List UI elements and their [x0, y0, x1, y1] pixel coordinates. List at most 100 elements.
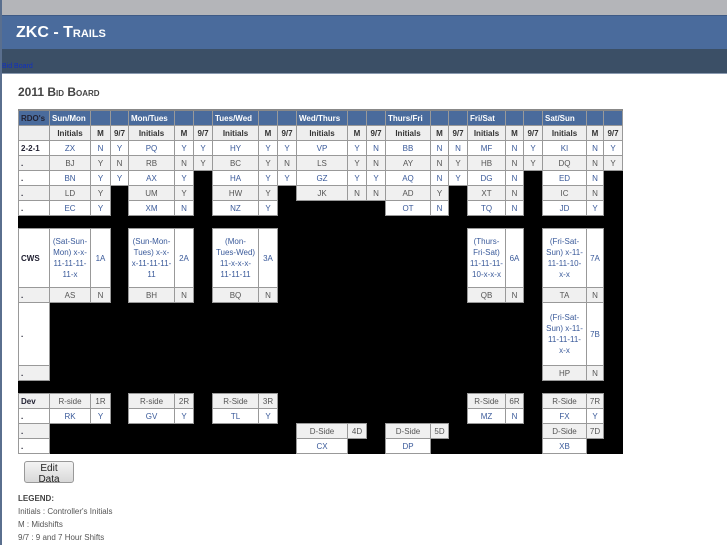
- legend: LEGEND: Initials : Controller's Initials…: [18, 492, 112, 544]
- empty-cell: [193, 423, 213, 439]
- table-row: . AS N BH N BQ N QB N TA N: [18, 287, 623, 303]
- empty-cell: [277, 302, 297, 366]
- empty-cell: [277, 423, 297, 439]
- legend-item: M : Midshifts: [18, 520, 63, 529]
- empty-cell: [174, 380, 194, 394]
- cell: Y: [366, 170, 386, 186]
- empty-cell: [347, 365, 367, 381]
- row-label: [18, 125, 50, 141]
- cell: N: [586, 155, 604, 171]
- empty-cell: [448, 380, 468, 394]
- empty-cell: [110, 200, 129, 216]
- empty-cell: [296, 287, 348, 303]
- empty-cell: [603, 393, 623, 409]
- cell: M: [90, 125, 111, 141]
- row-label: .: [18, 170, 50, 186]
- empty-cell: [90, 423, 111, 439]
- empty-cell: [90, 302, 111, 366]
- empty-cell: [49, 423, 91, 439]
- cell: RK: [49, 408, 91, 424]
- table-row: . LD Y UM Y HW Y JK N N AD Y XT N IC N: [18, 185, 623, 201]
- cell: Y: [110, 140, 129, 156]
- empty-cell: [296, 380, 348, 394]
- cell: DP: [385, 438, 431, 454]
- empty-cell: [467, 438, 506, 454]
- empty-cell: [174, 423, 194, 439]
- cell: 2A: [174, 228, 194, 288]
- cell: Wed/Thurs: [296, 109, 348, 126]
- empty-cell: [523, 200, 543, 216]
- empty-cell: [385, 365, 431, 381]
- cell: N: [366, 155, 386, 171]
- cell: XB: [542, 438, 587, 454]
- cell: N: [505, 200, 524, 216]
- empty-cell: [296, 408, 348, 424]
- cell: N: [505, 185, 524, 201]
- empty-cell: [174, 215, 194, 229]
- row-label: .: [18, 438, 50, 454]
- empty-cell: [448, 438, 468, 454]
- empty-cell: [366, 393, 386, 409]
- empty-cell: [523, 423, 543, 439]
- empty-cell: [448, 200, 468, 216]
- empty-cell: [174, 302, 194, 366]
- cell: KI: [542, 140, 587, 156]
- empty-cell: [128, 365, 175, 381]
- cell: 6R: [505, 393, 524, 409]
- empty-cell: [430, 365, 449, 381]
- empty-cell: [193, 287, 213, 303]
- cell: LS: [296, 155, 348, 171]
- cell: 1R: [90, 393, 111, 409]
- edit-data-button[interactable]: Edit Data: [24, 461, 74, 485]
- cell: D-Side: [542, 423, 587, 439]
- cell: HB: [467, 155, 506, 171]
- cell: AD: [385, 185, 431, 201]
- cell: VP: [296, 140, 348, 156]
- cell: Y: [523, 140, 543, 156]
- empty-cell: [128, 302, 175, 366]
- cell: PQ: [128, 140, 175, 156]
- cell: 1A: [90, 228, 111, 288]
- cell: 9/7: [277, 125, 297, 141]
- row-label: 2-2-1: [18, 140, 50, 156]
- empty-cell: [296, 365, 348, 381]
- empty-cell: [110, 228, 129, 288]
- empty-cell: [430, 287, 449, 303]
- empty-cell: [49, 365, 91, 381]
- empty-cell: [128, 438, 175, 454]
- empty-cell: [366, 408, 386, 424]
- empty-cell: [603, 408, 623, 424]
- empty-cell: [296, 393, 348, 409]
- empty-cell: [603, 215, 623, 229]
- cell: [603, 109, 623, 126]
- cell: N: [586, 287, 604, 303]
- empty-cell: [174, 438, 194, 454]
- bid-board-table: RDO's Sun/Mon Mon/Tues Tues/Wed Wed/Thurs Thu…: [18, 109, 623, 454]
- empty-cell: [448, 393, 468, 409]
- empty-cell: [110, 185, 129, 201]
- empty-cell: [193, 215, 213, 229]
- empty-cell: [49, 215, 91, 229]
- cell: N: [586, 185, 604, 201]
- empty-cell: [448, 215, 468, 229]
- cell: M: [505, 125, 524, 141]
- cell: MF: [467, 140, 506, 156]
- empty-cell: [603, 438, 623, 454]
- empty-cell: [430, 380, 449, 394]
- empty-cell: [296, 228, 348, 288]
- cell: N: [505, 287, 524, 303]
- nav-link-bid-board[interactable]: Bid Board: [2, 63, 33, 70]
- empty-cell: [467, 365, 506, 381]
- cell: 4D: [347, 423, 367, 439]
- cell: ZX: [49, 140, 91, 156]
- cell: R-side: [49, 393, 91, 409]
- cell: QB: [467, 287, 506, 303]
- empty-cell: [258, 438, 278, 454]
- empty-cell: [385, 228, 431, 288]
- empty-cell: [258, 380, 278, 394]
- cell: M: [258, 125, 278, 141]
- cell: 9/7: [366, 125, 386, 141]
- empty-cell: [110, 438, 129, 454]
- empty-cell: [277, 215, 297, 229]
- cell: [366, 109, 386, 126]
